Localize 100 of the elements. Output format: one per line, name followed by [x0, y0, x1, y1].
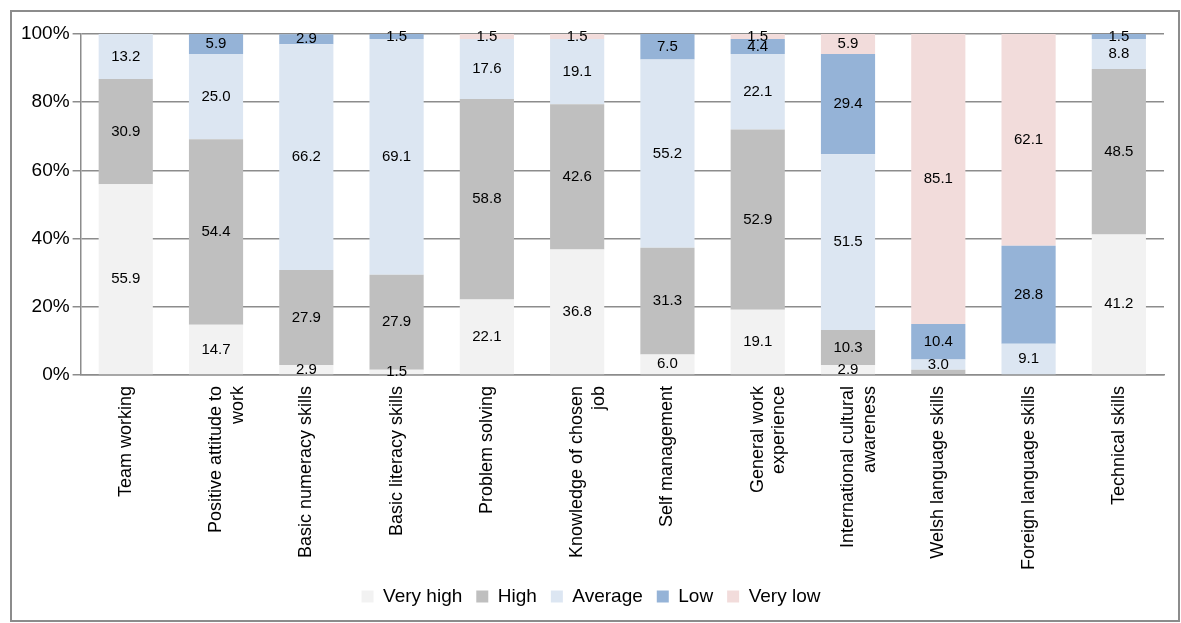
data-label: 25.0: [201, 86, 231, 104]
bar: [730, 54, 785, 130]
bar: [459, 39, 514, 100]
x-tick-label: Positive attitude to work: [204, 384, 247, 533]
data-label: 29.4: [833, 94, 863, 112]
data-label: 27.9: [291, 307, 321, 325]
x-tick-label: Foreign language skills: [1017, 385, 1038, 570]
y-tick-label: 100%: [20, 22, 70, 44]
data-label: 14.7: [201, 339, 231, 357]
x-tick-label: Basic numeracy skills: [295, 385, 316, 558]
y-tick-label: 60%: [31, 158, 70, 180]
bar: [1001, 343, 1056, 375]
bar: [369, 39, 424, 275]
legend-label: Very low: [748, 584, 821, 606]
legend-label: Very high: [383, 584, 463, 606]
legend-label: High: [497, 584, 537, 606]
data-label: 1.5: [386, 362, 408, 380]
data-label: 5.9: [837, 34, 859, 52]
bar: [820, 54, 876, 155]
x-tick-label: Problem solving: [475, 385, 496, 514]
bar: [820, 329, 876, 366]
bar: [279, 269, 334, 366]
bar: [911, 34, 966, 325]
x-tick-label: General work experience: [746, 384, 789, 493]
data-label: 3.0: [927, 354, 949, 372]
data-label: 54.4: [201, 222, 231, 240]
data-label: 30.9: [111, 121, 141, 139]
data-label: 1.5: [386, 26, 408, 44]
bar: [640, 59, 695, 248]
bar: [730, 129, 785, 310]
data-label: 55.9: [111, 269, 141, 287]
legend-label: Low: [678, 584, 714, 606]
bar: [550, 249, 605, 375]
data-label: 9.1: [1018, 349, 1039, 367]
data-label: 27.9: [381, 312, 412, 330]
x-tick-label: Knowledge of chosen job: [566, 385, 608, 559]
data-label: 7.5: [657, 36, 678, 54]
data-label: 69.1: [381, 147, 412, 165]
data-label: 19.1: [562, 61, 592, 79]
bar: [459, 299, 514, 375]
data-label: 62.1: [1013, 129, 1044, 147]
bar: [640, 247, 695, 355]
data-label: 10.3: [833, 337, 863, 355]
bar: [1091, 234, 1146, 375]
data-label: 41.2: [1104, 294, 1134, 312]
bar: [550, 39, 605, 105]
bar: [1091, 69, 1146, 235]
bar: [279, 44, 334, 270]
bar: [188, 324, 244, 375]
data-label: 5.9: [205, 34, 227, 52]
bar: [1091, 39, 1146, 70]
x-tick-label: Basic literacy skills: [385, 385, 406, 536]
bar: [730, 309, 785, 375]
data-label: 31.3: [652, 291, 683, 309]
legend-label: Average: [572, 584, 643, 606]
y-tick-label: 0%: [42, 363, 70, 385]
data-label: 1.5: [566, 26, 588, 44]
bar: [459, 99, 514, 300]
data-label: 42.6: [562, 166, 592, 184]
data-label: 22.1: [743, 81, 773, 99]
data-label: 85.1: [923, 169, 953, 187]
bar: [820, 154, 876, 330]
data-label: 1.5: [476, 26, 498, 44]
data-label: 28.8: [1013, 284, 1044, 302]
bar: [1001, 34, 1056, 246]
data-label: 10.4: [923, 331, 953, 349]
data-label: 22.1: [472, 326, 502, 344]
data-label: 52.9: [743, 209, 773, 227]
bar: [98, 34, 153, 79]
bar: [188, 54, 244, 140]
bar: [640, 354, 695, 375]
x-tick-label: Technical skills: [1107, 385, 1128, 505]
bar: [911, 369, 966, 375]
y-tick-label: 20%: [31, 294, 70, 316]
data-label: 51.5: [833, 232, 863, 250]
bar: [640, 34, 695, 60]
y-tick-label: 80%: [31, 90, 70, 112]
data-label: 19.1: [743, 332, 773, 350]
bar: [98, 79, 153, 185]
data-label: 2.9: [295, 29, 317, 47]
data-label: 6.0: [657, 354, 678, 372]
bar: [98, 184, 153, 375]
data-label: 36.8: [562, 301, 592, 319]
x-tick-label: Welsh language skills: [927, 385, 948, 559]
data-label: 66.2: [291, 147, 321, 165]
data-label: 58.8: [472, 189, 502, 207]
data-label: 8.8: [1108, 44, 1130, 62]
x-tick-label: Team working: [114, 385, 135, 497]
data-label: 48.5: [1104, 141, 1134, 159]
data-label: 2.9: [837, 359, 859, 377]
data-label: 2.9: [295, 359, 317, 377]
data-label: 1.5: [1108, 26, 1130, 44]
x-tick-label: Self management: [656, 385, 677, 527]
data-label: 55.2: [652, 143, 683, 161]
bar: [188, 139, 244, 325]
bar: [1001, 245, 1056, 344]
bar: [911, 324, 966, 360]
data-label: 17.6: [472, 59, 502, 77]
y-tick-label: 40%: [31, 226, 70, 248]
data-label: 13.2: [111, 46, 141, 64]
